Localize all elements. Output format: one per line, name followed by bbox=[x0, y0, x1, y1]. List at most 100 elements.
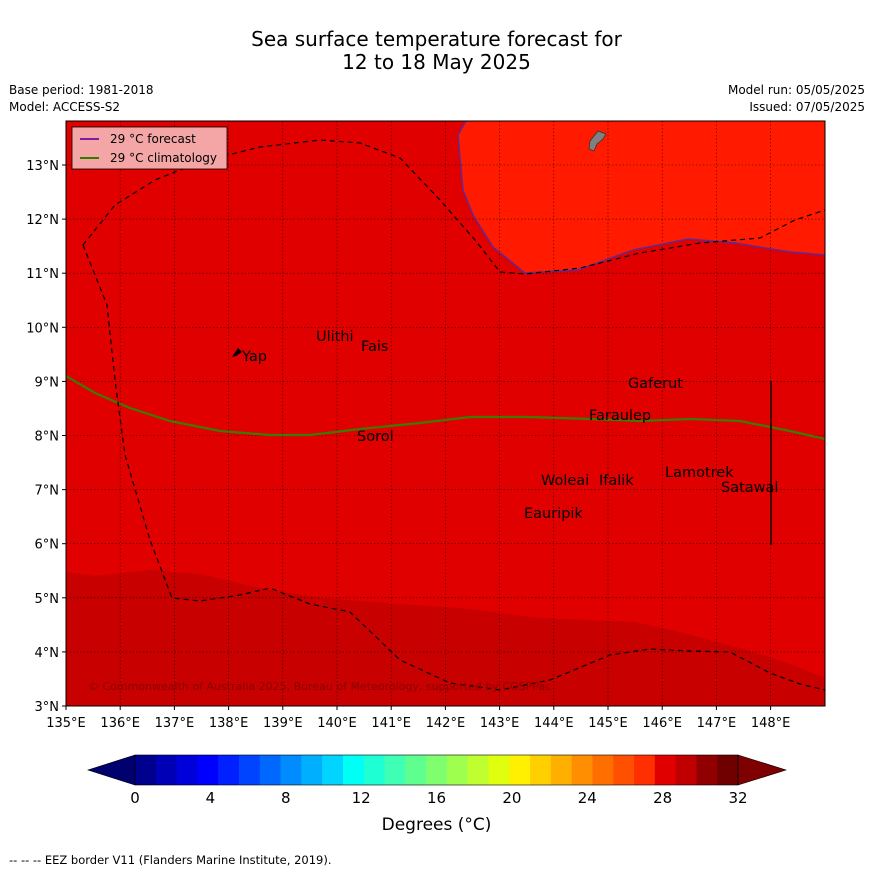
colorbar-cell bbox=[696, 755, 718, 785]
label-ulithi: Ulithi bbox=[316, 329, 354, 345]
colorbar-cell bbox=[405, 755, 427, 785]
label-yap: Yap bbox=[241, 349, 267, 365]
lat-tick-label: 13°N bbox=[26, 159, 59, 174]
label-satawal: Satawal bbox=[721, 480, 778, 496]
colorbar-cell bbox=[135, 755, 157, 785]
label-ifalik: Ifalik bbox=[599, 473, 634, 489]
lon-tick-label: 148°E bbox=[751, 716, 791, 731]
colorbar-tick-label: 0 bbox=[130, 789, 140, 807]
colorbar-over-arrow bbox=[737, 754, 788, 786]
lon-tick-label: 138°E bbox=[209, 716, 249, 731]
lat-tick-label: 5°N bbox=[35, 592, 60, 607]
lon-tick-label: 136°E bbox=[100, 716, 140, 731]
lon-tick-label: 143°E bbox=[480, 716, 520, 731]
title-line-1: Sea surface temperature forecast for bbox=[251, 27, 622, 51]
guam-island bbox=[588, 130, 607, 152]
colorbar-under-arrow bbox=[87, 754, 136, 786]
label-eauripik: Eauripik bbox=[524, 506, 583, 522]
colorbar-cell bbox=[384, 755, 406, 785]
colorbar: 0 4 8 12 16 20 24 28 32 bbox=[87, 754, 788, 807]
climatology-29c-contour bbox=[66, 375, 825, 441]
label-faraulep: Faraulep bbox=[589, 408, 651, 424]
sst-map: © Commonwealth of Australia 2025, Bureau… bbox=[26, 120, 826, 731]
colorbar-tick-label: 16 bbox=[427, 789, 446, 807]
label-fais: Fais bbox=[361, 339, 388, 355]
label-lamotrek: Lamotrek bbox=[665, 465, 734, 481]
label-woleai: Woleai bbox=[541, 473, 589, 489]
colorbar-cells bbox=[87, 754, 788, 786]
lat-tick-label: 9°N bbox=[35, 375, 60, 390]
colorbar-tick-label: 4 bbox=[206, 789, 216, 807]
colorbar-cell bbox=[613, 755, 635, 785]
colorbar-cell bbox=[218, 755, 240, 785]
legend-forecast-label: 29 °C forecast bbox=[110, 132, 196, 146]
colorbar-cell bbox=[717, 755, 739, 785]
lon-tick-label: 137°E bbox=[155, 716, 195, 731]
yap-island bbox=[232, 348, 242, 357]
lon-tick-label: 145°E bbox=[588, 716, 628, 731]
colorbar-units-label: Degrees (°C) bbox=[381, 815, 492, 835]
lat-tick-label: 12°N bbox=[26, 213, 59, 228]
colorbar-cell bbox=[571, 755, 593, 785]
colorbar-cell bbox=[280, 755, 302, 785]
colorbar-cell bbox=[322, 755, 344, 785]
eez-footnote: -- -- -- EEZ border V11 (Flanders Marine… bbox=[9, 853, 332, 867]
colorbar-cell bbox=[197, 755, 219, 785]
lon-tick-label: 141°E bbox=[371, 716, 411, 731]
longitude-axis: 135°E 136°E 137°E 138°E 139°E 140°E 141°E 142°E… bbox=[46, 706, 790, 731]
colorbar-tick-label: 28 bbox=[653, 789, 672, 807]
colorbar-ticks: 0 4 8 12 16 20 24 28 32 bbox=[130, 789, 747, 807]
legend-climatology-label: 29 °C climatology bbox=[110, 151, 217, 165]
meta-right: Model run: 05/05/2025 Issued: 07/05/2025 bbox=[728, 82, 865, 116]
colorbar-tick-label: 20 bbox=[502, 789, 521, 807]
colorbar-cell bbox=[592, 755, 614, 785]
copyright-text: © Commonwealth of Australia 2025, Bureau… bbox=[88, 680, 551, 693]
lon-tick-label: 140°E bbox=[317, 716, 357, 731]
lon-tick-label: 144°E bbox=[534, 716, 574, 731]
island-labels: Yap Ulithi Fais Gaferut Sorol Faraulep L… bbox=[241, 329, 778, 522]
model-name: Model: ACCESS-S2 bbox=[9, 100, 121, 114]
lat-tick-label: 8°N bbox=[35, 430, 60, 445]
lat-tick-label: 6°N bbox=[35, 538, 60, 553]
colorbar-cell bbox=[488, 755, 510, 785]
map-fields: © Commonwealth of Australia 2025, Bureau… bbox=[66, 121, 825, 706]
colorbar-cell bbox=[301, 755, 323, 785]
model-run: Model run: 05/05/2025 bbox=[727, 83, 865, 97]
lon-tick-label: 147°E bbox=[697, 716, 737, 731]
sst-field-cool-south bbox=[66, 570, 825, 706]
lon-tick-label: 142°E bbox=[426, 716, 466, 731]
colorbar-cell bbox=[446, 755, 469, 785]
colorbar-frame bbox=[134, 754, 739, 786]
colorbar-cell bbox=[238, 755, 261, 785]
legend: 29 °C forecast 29 °C climatology bbox=[71, 126, 228, 170]
colorbar-cell bbox=[155, 755, 178, 785]
colorbar-tick-label: 8 bbox=[281, 789, 291, 807]
lat-tick-label: 11°N bbox=[26, 267, 59, 282]
colorbar-cell bbox=[654, 755, 677, 785]
forecast-29c-contour bbox=[457, 121, 825, 274]
lat-tick-label: 4°N bbox=[35, 646, 60, 661]
latitude-axis: 13°N 12°N 11°N 10°N 9°N 8°N 7°N 6°N 5°N 4°N 3°N bbox=[26, 159, 66, 715]
colorbar-cell bbox=[509, 755, 531, 785]
label-gaferut: Gaferut bbox=[628, 376, 683, 392]
base-period: Base period: 1981-2018 bbox=[9, 83, 154, 97]
label-sorol: Sorol bbox=[357, 429, 394, 445]
title-line-2: 12 to 18 May 2025 bbox=[342, 50, 531, 74]
colorbar-cell bbox=[530, 755, 552, 785]
colorbar-tick-label: 12 bbox=[352, 789, 371, 807]
lon-tick-label: 135°E bbox=[46, 716, 86, 731]
map-grid bbox=[66, 121, 825, 706]
lon-tick-label: 139°E bbox=[263, 716, 303, 731]
issued-date: Issued: 07/05/2025 bbox=[749, 100, 865, 114]
colorbar-cell bbox=[550, 755, 573, 785]
map-title: Sea surface temperature forecast for 12 … bbox=[0, 28, 873, 74]
lat-tick-label: 7°N bbox=[35, 484, 60, 499]
colorbar-cell bbox=[176, 755, 198, 785]
colorbar-cell bbox=[259, 755, 282, 785]
lat-tick-label: 10°N bbox=[26, 321, 59, 336]
colorbar-tick-label: 32 bbox=[728, 789, 747, 807]
colorbar-tick-label: 24 bbox=[578, 789, 597, 807]
colorbar-cell bbox=[467, 755, 489, 785]
colorbar-cell bbox=[426, 755, 448, 785]
lat-tick-label: 3°N bbox=[35, 700, 60, 715]
